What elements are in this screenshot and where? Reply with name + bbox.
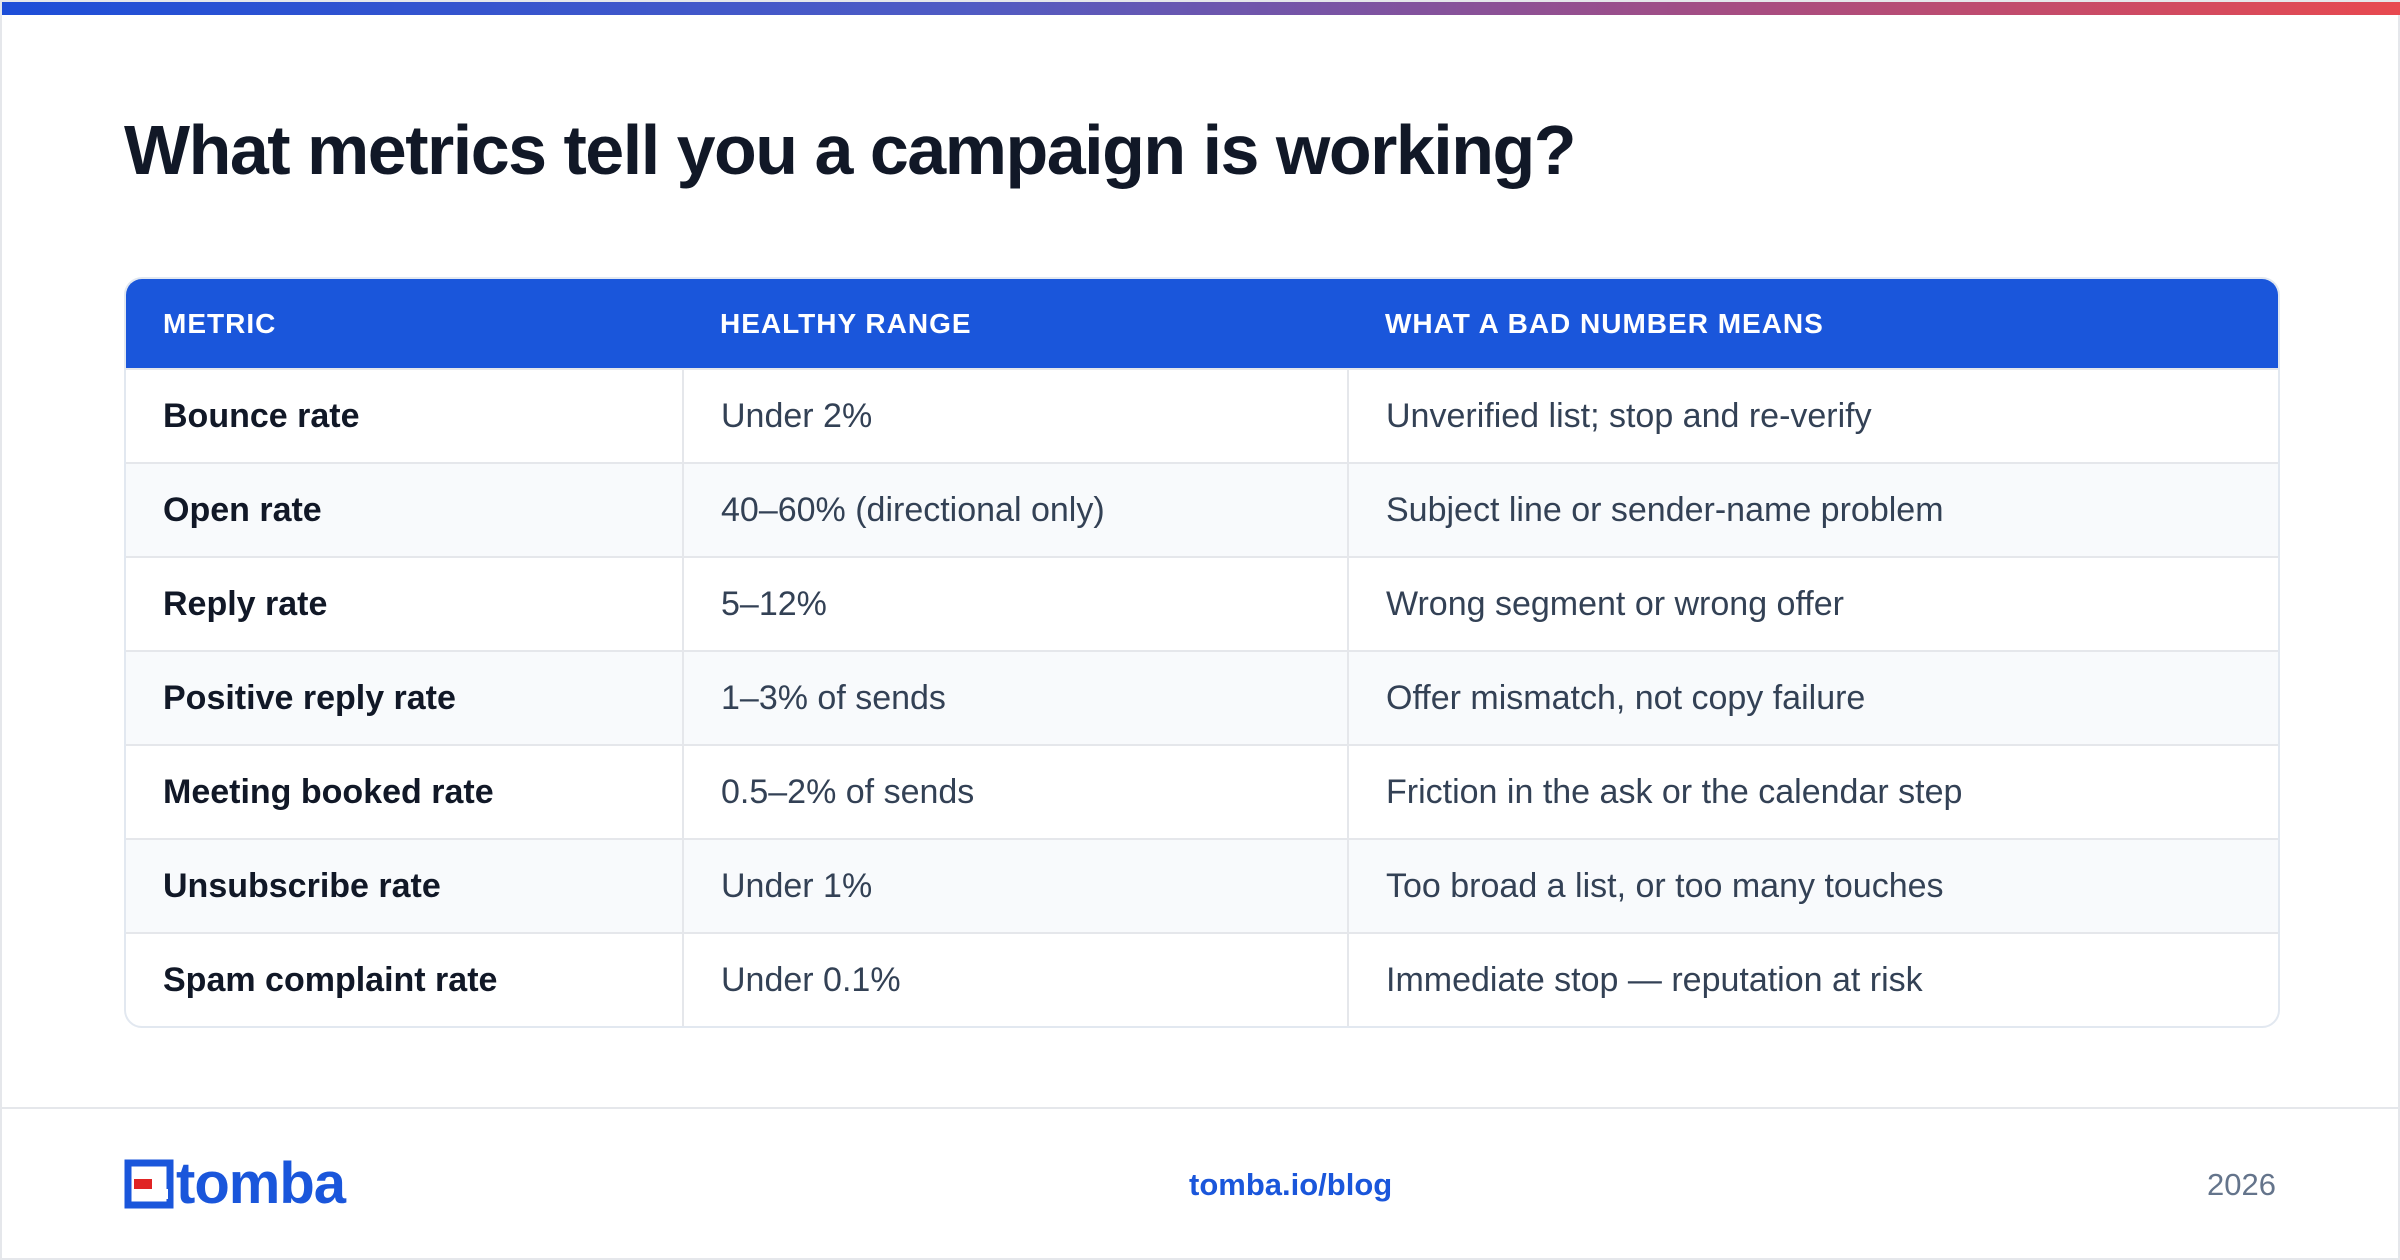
meaning-cell: Subject line or sender-name problem: [1347, 463, 2278, 557]
metric-cell: Positive reply rate: [163, 678, 456, 717]
meaning-cell: Immediate stop — reputation at risk: [1347, 933, 2278, 1026]
header-healthy-range: HEALTHY RANGE: [720, 307, 972, 339]
metric-cell: Reply rate: [163, 584, 328, 623]
table-row: Spam complaint rate Under 0.1% Immediate…: [126, 933, 2278, 1026]
range-cell: 1–3% of sends: [682, 651, 1348, 745]
meaning-cell: Wrong segment or wrong offer: [1347, 557, 2278, 651]
tomba-logo: tomba: [124, 1155, 346, 1213]
range-cell: 5–12%: [682, 557, 1348, 651]
metric-cell: Bounce rate: [163, 396, 360, 435]
year-label: 2026: [2207, 1167, 2276, 1202]
table-row: Open rate 40–60% (directional only) Subj…: [126, 463, 2278, 557]
meaning-cell: Too broad a list, or too many touches: [1347, 839, 2278, 933]
logo-wordmark: tomba: [176, 1151, 346, 1216]
meaning-cell: Friction in the ask or the calendar step: [1347, 745, 2278, 839]
tomba-logo-icon: [124, 1159, 174, 1209]
range-cell: 40–60% (directional only): [682, 463, 1348, 557]
metric-cell: Meeting booked rate: [163, 772, 494, 811]
table-row: Reply rate 5–12% Wrong segment or wrong …: [126, 557, 2278, 651]
metrics-table: METRIC HEALTHY RANGE WHAT A BAD NUMBER M…: [124, 277, 2280, 1028]
top-gradient-bar: [2, 2, 2400, 15]
table-row: Positive reply rate 1–3% of sends Offer …: [126, 651, 2278, 745]
table-header-row: METRIC HEALTHY RANGE WHAT A BAD NUMBER M…: [126, 279, 2278, 369]
range-cell: Under 2%: [682, 369, 1348, 463]
header-metric: METRIC: [163, 307, 277, 339]
page-title: What metrics tell you a campaign is work…: [124, 111, 1577, 189]
table-row: Meeting booked rate 0.5–2% of sends Fric…: [126, 745, 2278, 839]
header-bad-number-meaning: WHAT A BAD NUMBER MEANS: [1385, 307, 1824, 339]
table-row: Bounce rate Under 2% Unverified list; st…: [126, 369, 2278, 463]
blog-link[interactable]: tomba.io/blog: [1189, 1167, 1393, 1202]
metric-cell: Open rate: [163, 490, 322, 529]
range-cell: Under 1%: [682, 839, 1348, 933]
metric-cell: Unsubscribe rate: [163, 866, 441, 905]
footer-divider: [2, 1107, 2400, 1109]
range-cell: Under 0.1%: [682, 933, 1348, 1026]
metric-cell: Spam complaint rate: [163, 961, 498, 999]
range-cell: 0.5–2% of sends: [682, 745, 1348, 839]
table-row: Unsubscribe rate Under 1% Too broad a li…: [126, 839, 2278, 933]
meaning-cell: Offer mismatch, not copy failure: [1347, 651, 2278, 745]
meaning-cell: Unverified list; stop and re-verify: [1347, 369, 2278, 463]
